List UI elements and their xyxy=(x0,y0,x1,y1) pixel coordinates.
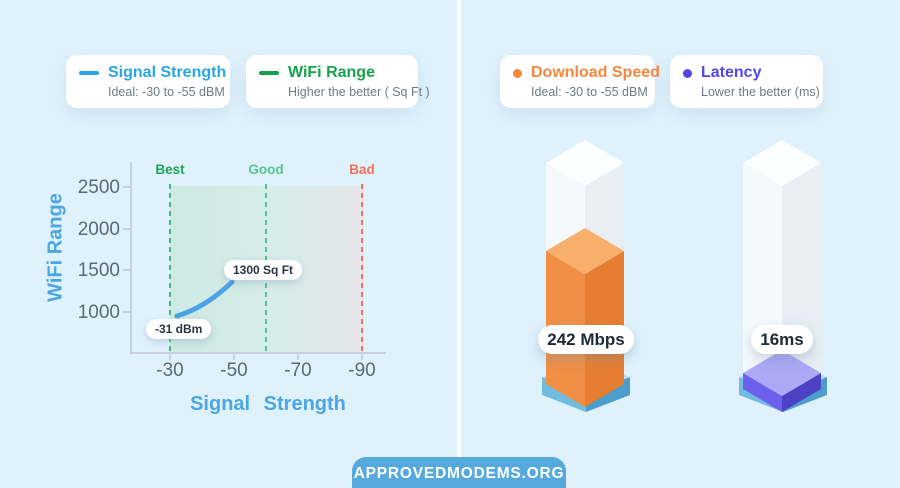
legend-title-signal-strength: Signal Strength xyxy=(108,64,227,81)
x-tick-label: -30 xyxy=(156,360,184,381)
download-speed-value-pill: 242 Mbps xyxy=(538,325,634,354)
zone-label-bad: Bad xyxy=(349,162,375,177)
x-tick-label: -50 xyxy=(220,360,248,381)
annotation-pill-dbm: -31 dBm xyxy=(146,319,212,339)
legend-text-block: Download Speed Ideal: -30 to -55 dBM xyxy=(531,64,660,99)
site-badge: APPROVEDMODEMS.ORG xyxy=(352,457,566,488)
y-tick-label: 2000 xyxy=(77,219,120,240)
legend-subtitle-latency: Lower the better (ms) xyxy=(701,85,820,99)
legend-title-wifi-range: WiFi Range xyxy=(288,64,375,81)
legend-card-download-speed: Download Speed Ideal: -30 to -55 dBM xyxy=(500,55,660,108)
zone-label-best: Best xyxy=(155,162,185,177)
legend-text-block: Signal Strength Ideal: -30 to -55 dBM xyxy=(108,64,226,99)
annotation-pill-sqft: 1300 Sq Ft xyxy=(224,260,303,280)
track-top-face xyxy=(743,140,821,186)
y-tick-label: 2500 xyxy=(77,177,120,198)
signal-strength-curve xyxy=(174,279,235,319)
latency-value-pill: 16ms xyxy=(751,325,813,354)
download-bar-top-face xyxy=(546,228,624,274)
vertical-divider xyxy=(457,0,461,457)
zone-label-good: Good xyxy=(248,162,284,177)
y-tick-label: 1500 xyxy=(77,260,120,281)
legend-text-block: WiFi Range Higher the better ( Sq Ft ) xyxy=(288,64,430,99)
download-speed-column xyxy=(542,140,630,412)
legend-text-block: Latency Lower the better (ms) xyxy=(701,64,820,99)
x-tickmark xyxy=(297,353,299,360)
latency-bar-right-face xyxy=(782,373,821,412)
legend-title-latency: Latency xyxy=(701,64,762,81)
latency-bar-left-face xyxy=(743,373,782,412)
legend-title-download-speed: Download Speed xyxy=(531,64,660,81)
legend-subtitle-signal-strength: Ideal: -30 to -55 dBM xyxy=(108,85,225,99)
x-axis-line xyxy=(130,352,386,354)
legend-card-latency: Latency Lower the better (ms) xyxy=(670,55,823,108)
x-axis-title: Signal Strength xyxy=(190,393,346,415)
latency-bar-top-face xyxy=(743,350,821,396)
x-tickmark xyxy=(169,353,171,360)
x-tickmark xyxy=(361,353,363,360)
download-speed-dot-icon xyxy=(513,69,522,78)
legend-subtitle-wifi-range: Higher the better ( Sq Ft ) xyxy=(288,85,430,99)
signal-strength-dash-icon xyxy=(79,71,99,75)
track-top-face xyxy=(546,140,624,186)
y-axis-line xyxy=(130,162,132,354)
latency-dot-icon xyxy=(683,69,692,78)
x-tick-label: -70 xyxy=(284,360,312,381)
latency-column xyxy=(739,140,827,412)
legend-subtitle-download-speed: Ideal: -30 to -55 dBM xyxy=(531,85,648,99)
y-tickmark xyxy=(123,311,130,313)
y-tick-label: 1000 xyxy=(77,302,120,323)
x-tick-label: -90 xyxy=(348,360,376,381)
y-axis-title: WiFi Range xyxy=(44,193,67,302)
y-tickmark xyxy=(123,186,130,188)
wifi-range-dash-icon xyxy=(259,71,279,75)
legend-card-signal-strength: Signal Strength Ideal: -30 to -55 dBM xyxy=(66,55,230,108)
x-tickmark xyxy=(233,353,235,360)
y-tickmark xyxy=(123,269,130,271)
y-tickmark xyxy=(123,228,130,230)
legend-card-wifi-range: WiFi Range Higher the better ( Sq Ft ) xyxy=(246,55,430,108)
